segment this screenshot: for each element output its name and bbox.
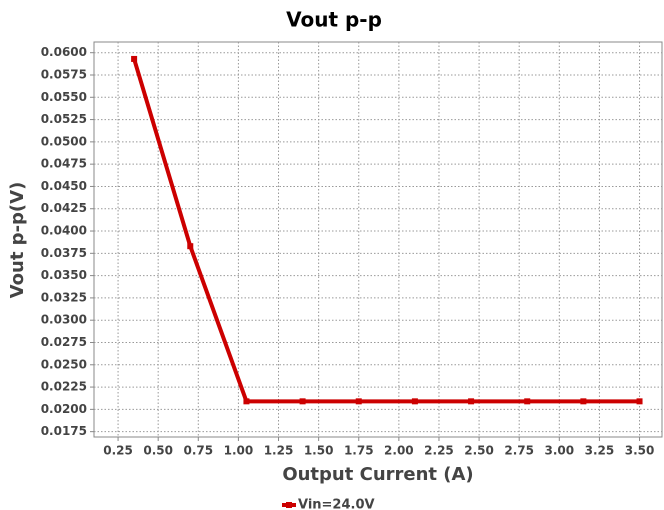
legend-label: Vin=24.0V <box>298 498 375 510</box>
x-tick-label: 1.75 <box>344 444 374 458</box>
y-tick-label: 0.0425 <box>41 201 87 215</box>
x-tick-label: 3.00 <box>545 444 575 458</box>
x-tick-label: 0.75 <box>183 444 213 458</box>
point-marker <box>580 398 587 405</box>
y-tick-label: 0.0325 <box>41 290 87 304</box>
plot-area <box>93 41 663 438</box>
y-tick-label: 0.0200 <box>41 402 87 416</box>
y-tick-label: 0.0250 <box>41 357 87 371</box>
y-tick-label: 0.0275 <box>41 335 87 349</box>
x-tick-label: 2.00 <box>384 444 414 458</box>
point-marker <box>411 398 418 405</box>
point-marker <box>131 55 138 62</box>
series-line <box>132 58 640 404</box>
point-marker <box>299 398 306 405</box>
y-tick-label: 0.0225 <box>41 380 87 394</box>
point-marker <box>187 243 194 250</box>
point-marker <box>243 398 250 405</box>
y-tick-label: 0.0550 <box>41 90 87 104</box>
x-tick-label: 2.50 <box>464 444 494 458</box>
y-tick-label: 0.0525 <box>41 112 87 126</box>
y-tick-label: 0.0450 <box>41 179 87 193</box>
x-tick-label: 3.25 <box>585 444 615 458</box>
y-tick-label: 0.0175 <box>41 424 87 438</box>
x-tick-label: 0.50 <box>143 444 173 458</box>
point-marker <box>468 398 475 405</box>
y-tick-label: 0.0300 <box>41 313 87 327</box>
y-tick-label: 0.0475 <box>41 157 87 171</box>
x-tick-label: 2.75 <box>504 444 534 458</box>
x-tick-label: 3.50 <box>625 444 655 458</box>
point-marker <box>524 398 531 405</box>
y-axis-label: Vout p-p(V) <box>7 182 28 299</box>
y-tick-label: 0.0600 <box>41 45 87 59</box>
y-tick-label: 0.0350 <box>41 268 87 282</box>
x-tick-label: 1.00 <box>224 444 254 458</box>
y-tick-label: 0.0375 <box>41 246 87 260</box>
chart-title: Vout p-p <box>286 8 382 32</box>
x-tick-label: 1.50 <box>304 444 334 458</box>
point-marker <box>355 398 362 405</box>
y-tick-label: 0.0575 <box>41 67 87 81</box>
point-marker <box>636 398 643 405</box>
legend-marker <box>286 502 292 508</box>
x-tick-label: 2.25 <box>424 444 454 458</box>
y-tick-label: 0.0500 <box>41 134 87 148</box>
x-tick-label: 1.25 <box>264 444 294 458</box>
x-axis-label: Output Current (A) <box>282 464 473 485</box>
x-tick-label: 0.25 <box>103 444 133 458</box>
y-tick-label: 0.0400 <box>41 224 87 238</box>
